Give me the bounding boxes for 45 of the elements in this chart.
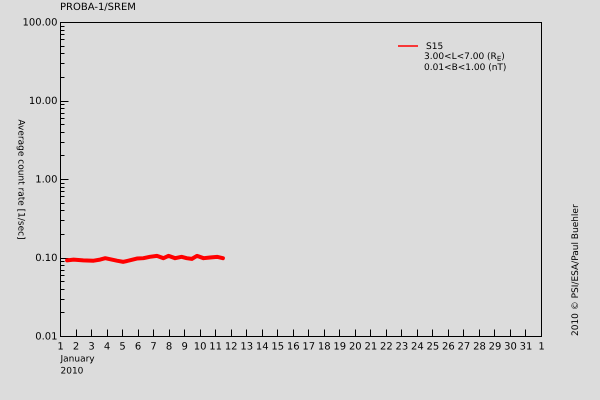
y-tick-label: 0.10 [35,253,58,264]
x-tick-label: 31 [520,342,532,352]
x-tick-label: 21 [364,342,378,352]
x-axis-title: January 2010 [60,354,96,376]
x-tick-label: 3 [88,342,95,352]
x-tick-label: 23 [395,342,408,352]
x-tick-label: 1 [57,342,64,352]
x-tick-label: 5 [119,342,126,352]
x-tick-label: 20 [348,342,362,352]
x-tick-label: 12 [224,342,238,352]
x-tick-label: 6 [134,342,142,352]
x-tick-label: 11 [209,342,222,352]
x-tick-label: 16 [286,342,300,352]
x-tick-label: 25 [426,342,440,352]
y-tick-label: 1.00 [35,174,58,186]
x-tick-label: 9 [181,342,188,352]
x-tick-label: 14 [256,342,269,352]
x-tick-label: 30 [504,342,517,352]
x-tick-label: 29 [488,342,502,352]
x-tick-label: 19 [333,342,346,352]
line-series [65,254,225,264]
x-tick-label: 18 [318,342,331,352]
x-tick-label: 17 [302,342,316,352]
x-tick-label: 8 [166,342,172,352]
y-tick-label: 10.00 [28,96,58,107]
y-tick-label: 0.01 [35,332,58,342]
annotation: 3.00<L<7.00 (R$_{E}$) [424,52,505,63]
x-tick-label: 2 [72,342,80,352]
annotation: 0.01<B<1.00 (nT) [424,63,506,73]
chart-title: PROBA-1/SREM [60,2,136,13]
legend-label: S15 [426,42,444,52]
x-tick-label: 7 [150,342,157,352]
x-tick-label: 27 [458,342,470,352]
x-tick-label: 4 [104,342,110,352]
y-tick-label: 100.00 [22,18,58,28]
x-tick-label: 24 [411,342,424,352]
x-tick-label: 13 [240,342,254,352]
x-tick-label: 28 [473,342,486,352]
y-axis-title: Average count rate [1/sec] [16,119,26,240]
x-tick-label: 26 [442,342,455,352]
x-tick-label: 15 [271,342,284,352]
x-tick-label: 22 [380,342,393,352]
text: 2010 © PSI/ESA/Paul Buehler [571,204,581,336]
x-tick-label: 1 [538,342,545,352]
x-tick-label: 10 [194,342,207,352]
